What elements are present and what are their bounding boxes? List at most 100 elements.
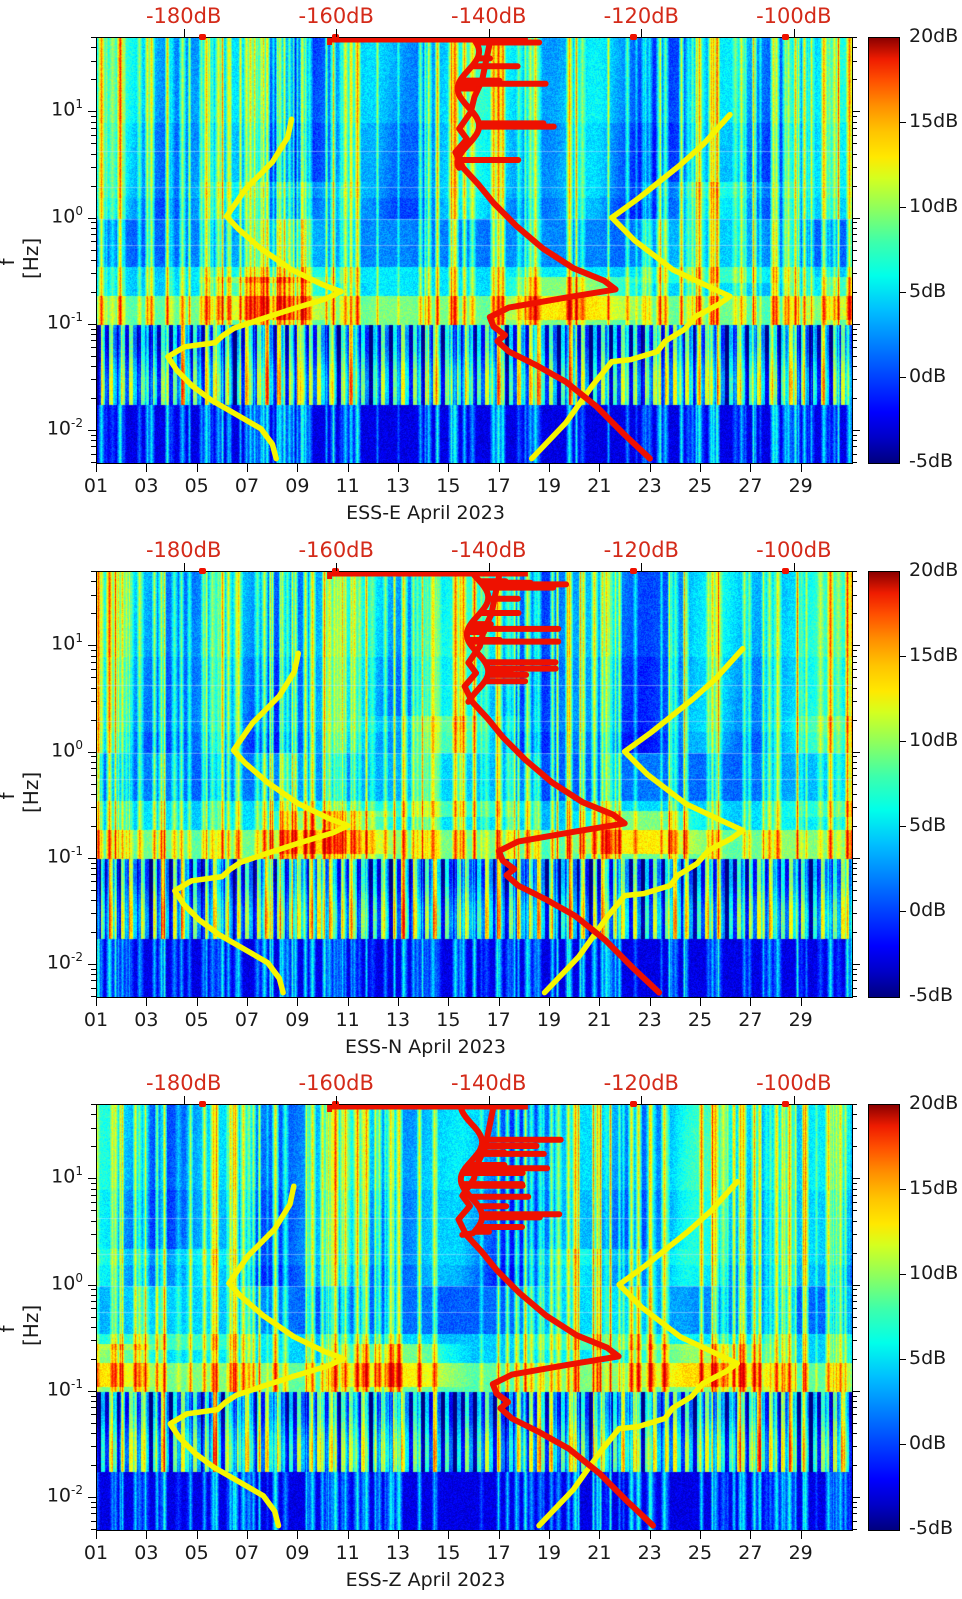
y-axis-minor-tick	[91, 453, 96, 455]
top-axis-label-120db: -120dB	[603, 538, 679, 562]
y-axis-label-base: 10	[51, 632, 76, 655]
x-axis-label-day-29: 29	[788, 1009, 813, 1031]
y-axis-label-base: 10	[46, 1378, 72, 1401]
y-axis-minor-tick-right	[852, 1201, 857, 1203]
y-axis-minor-tick	[91, 1433, 96, 1435]
y-axis-minor-tick	[91, 932, 96, 934]
y-axis-minor-tick	[91, 1513, 96, 1515]
y-axis-minor-tick	[91, 1220, 96, 1222]
y-axis-minor-tick-right	[852, 347, 857, 349]
y-axis-minor-tick-right	[852, 1233, 857, 1235]
x-axis-tick	[448, 463, 450, 472]
colorbar-label-15dB: 15dB	[909, 644, 959, 666]
x-axis-tick	[196, 1530, 198, 1539]
y-axis-minor-tick-right	[852, 881, 857, 883]
y-axis-minor-tick	[91, 227, 96, 229]
y-axis-minor-tick-right	[852, 874, 857, 876]
colorbar-label-5dB: 5dB	[909, 280, 947, 302]
y-axis-tick-right	[852, 1178, 860, 1180]
y-axis-label-exponent: -1	[71, 1376, 83, 1391]
y-axis-minor-tick	[91, 767, 96, 769]
x-axis-tick	[146, 997, 148, 1006]
y-axis-minor-tick-right	[852, 1507, 857, 1509]
y-axis-label-base: 10	[46, 845, 72, 868]
y-axis-minor-tick-right	[852, 761, 857, 763]
y-axis-minor-tick	[91, 687, 96, 689]
y-axis-minor-tick-right	[852, 650, 857, 652]
y-axis-minor-tick-right	[852, 462, 857, 463]
nhnm-clipped-marker	[198, 568, 206, 574]
y-axis-minor-tick	[91, 60, 96, 62]
y-axis-minor-tick	[91, 1395, 96, 1397]
y-axis-minor-tick	[91, 1316, 96, 1318]
top-axis-label-120db: -120dB	[603, 1071, 679, 1095]
y-axis-minor-tick	[91, 1252, 96, 1254]
y-axis-minor-tick	[91, 1183, 96, 1185]
y-axis-tick	[88, 964, 96, 965]
x-axis-label-day-27: 27	[738, 1542, 763, 1564]
x-axis-tick	[398, 1530, 399, 1539]
colorbar-tick	[899, 292, 906, 293]
y-axis-minor-tick	[91, 1308, 96, 1310]
y-axis-minor-tick-right	[852, 1407, 857, 1409]
y-axis-minor-tick-right	[852, 1395, 857, 1397]
y-axis-minor-tick-right	[852, 1513, 857, 1515]
top-axis-tick	[793, 1096, 795, 1104]
y-axis-label-exponent: -2	[71, 1483, 83, 1497]
y-axis-label-base: 10	[51, 1165, 76, 1188]
top-axis-tick	[641, 563, 643, 571]
top-axis-tick	[641, 1096, 643, 1104]
x-axis-label-day-03: 03	[134, 1009, 159, 1031]
top-axis-tick	[641, 29, 643, 37]
y-axis-minor-tick-right	[852, 1104, 857, 1105]
top-axis-label-180db: -180dB	[145, 4, 222, 28]
x-axis-label-day-19: 19	[536, 475, 562, 497]
y-axis-minor-tick-right	[852, 996, 857, 997]
y-axis-minor-tick	[91, 862, 96, 864]
y-axis-label-base: 10	[51, 204, 76, 227]
y-axis-title: f [Hz]	[0, 1304, 43, 1346]
colorbar-tick	[899, 1444, 906, 1445]
y-axis-minor-tick-right	[852, 273, 857, 275]
y-axis-minor-tick	[91, 900, 96, 902]
y-axis-minor-tick-right	[852, 661, 857, 663]
y-axis-minor-tick	[91, 334, 96, 336]
y-axis-minor-tick	[91, 825, 96, 827]
top-axis-label-140db: -140dB	[451, 538, 527, 562]
y-axis-minor-tick-right	[852, 1294, 857, 1296]
nhnm-clipped-marker	[782, 1101, 790, 1107]
y-axis-minor-tick	[91, 1289, 96, 1291]
top-axis-tick	[488, 1096, 490, 1104]
y-axis-minor-tick-right	[852, 1358, 857, 1360]
x-axis-tick	[700, 1530, 701, 1539]
y-axis-minor-tick-right	[852, 37, 857, 38]
y-axis-minor-tick	[91, 1446, 96, 1448]
y-axis-minor-tick-right	[852, 700, 857, 702]
y-axis-minor-tick-right	[852, 677, 857, 679]
x-axis-tick	[96, 463, 97, 472]
y-axis-tick	[88, 1390, 96, 1392]
top-axis-tick	[488, 563, 490, 571]
y-axis-minor-tick-right	[852, 793, 857, 795]
y-axis-tick	[88, 217, 96, 219]
x-axis-tick	[750, 1530, 752, 1539]
y-axis-minor-tick-right	[852, 379, 857, 381]
y-axis-minor-tick	[91, 968, 96, 970]
y-axis-minor-tick-right	[852, 47, 857, 49]
x-axis-label-day-05: 05	[184, 1542, 209, 1564]
x-axis-label-day-01: 01	[83, 1009, 109, 1031]
y-axis-minor-tick-right	[852, 340, 857, 342]
colorbar-label-0dB: 0dB	[909, 899, 947, 921]
y-axis-minor-tick	[91, 581, 96, 583]
top-axis-tick	[793, 563, 795, 571]
y-axis-minor-tick-right	[852, 434, 857, 436]
x-axis-label-day-07: 07	[234, 475, 260, 497]
x-axis-label-day-23: 23	[637, 1009, 662, 1031]
y-axis-minor-tick-right	[852, 1501, 857, 1503]
y-axis-minor-tick	[91, 1104, 96, 1105]
x-axis-tick	[498, 1530, 500, 1539]
y-axis-minor-tick	[91, 47, 96, 49]
colorbar-tick	[899, 656, 906, 657]
y-axis-minor-tick	[91, 1422, 96, 1424]
y-axis-minor-tick-right	[852, 1401, 857, 1403]
